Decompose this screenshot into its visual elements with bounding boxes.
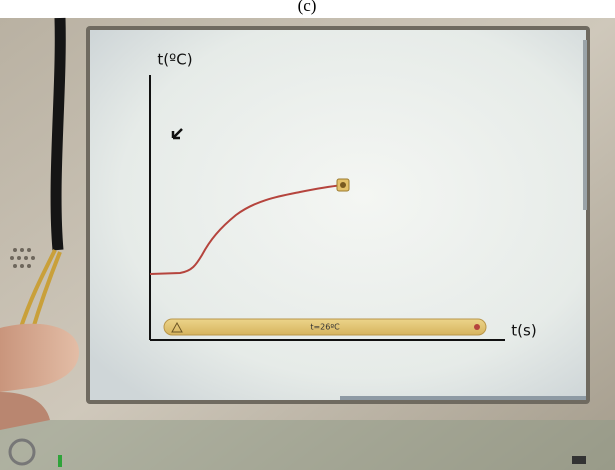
- cable: [56, 18, 60, 250]
- photo: (c) t(ºC) t(s) t=26ºC: [0, 0, 615, 470]
- probe-marker-dot: [340, 182, 346, 188]
- status-text: t=26ºC: [310, 323, 340, 332]
- scrollbar: [583, 40, 587, 210]
- page: (c) t(ºC) t(s) t=26ºC (() => { const dat…: [0, 0, 615, 470]
- progress-strip: [340, 396, 586, 400]
- led: [58, 455, 62, 467]
- screen: [90, 30, 586, 400]
- y-axis-label: t(ºC): [157, 51, 192, 69]
- caption: (c): [298, 0, 317, 15]
- battery-icon: [572, 456, 586, 464]
- x-axis-label: t(s): [511, 322, 536, 340]
- status-dot: [474, 324, 480, 330]
- device-base: [0, 420, 615, 470]
